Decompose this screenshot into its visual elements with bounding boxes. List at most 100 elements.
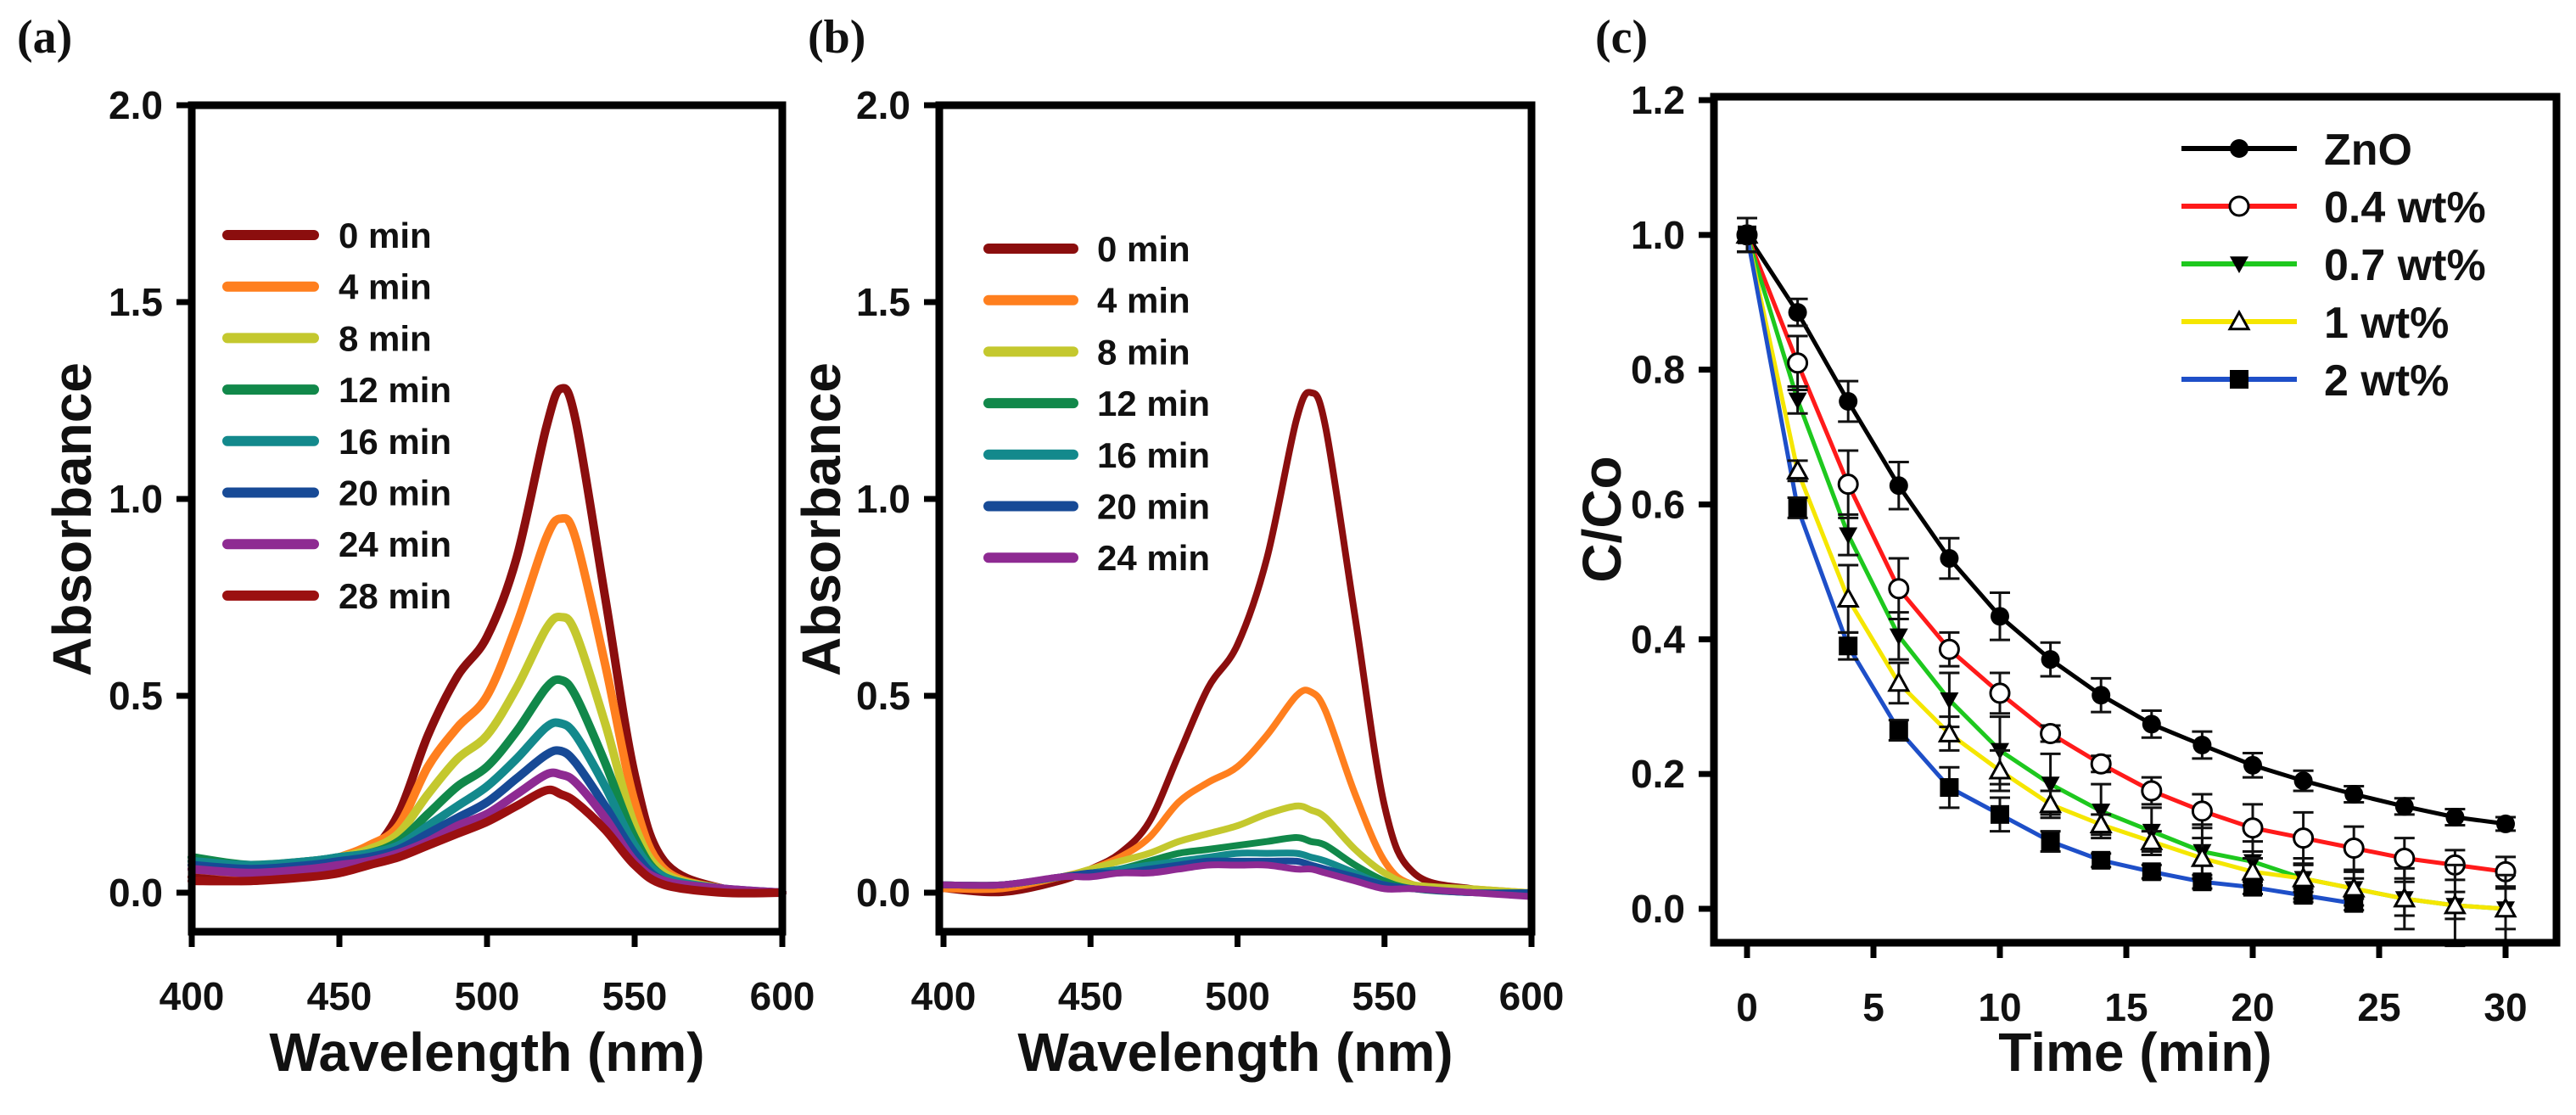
filled-square-marker xyxy=(2092,850,2111,870)
y-tick-label: 0.0 xyxy=(109,871,163,915)
open-circle-marker xyxy=(2141,780,2163,802)
legend-item: 1 wt% xyxy=(2181,299,2449,348)
x-tick-label: 600 xyxy=(1499,974,1565,1018)
filled-square-marker xyxy=(1940,778,1959,798)
filled-triangle-down-marker xyxy=(1889,628,1908,646)
series-line-7 xyxy=(188,785,787,898)
open-circle-marker xyxy=(2040,723,2062,745)
filled-square-marker xyxy=(2142,862,2161,882)
legend-item: 2 wt% xyxy=(2181,356,2449,406)
legend-label: 0 min xyxy=(1097,229,1190,269)
filled-square-marker xyxy=(2192,872,2212,892)
series-line-0 xyxy=(1744,233,2506,826)
filled-square-marker xyxy=(1889,720,1908,740)
filled-square-marker xyxy=(2293,886,2313,905)
legend: 0 min 4 min 8 min 12 min 16 min 20 min 24 min 2… xyxy=(222,216,451,616)
legend-item: 0.4 wt% xyxy=(2181,183,2486,233)
open-triangle-up-marker xyxy=(2494,896,2517,918)
filled-circle-marker xyxy=(2496,814,2515,833)
open-circle-marker xyxy=(2343,838,2365,860)
y-tick-label: 1.5 xyxy=(109,280,163,324)
legend: 0 min 4 min 8 min 12 min 16 min 20 min 24 min xyxy=(983,229,1210,578)
open-triangle-up-marker xyxy=(2039,792,2063,814)
legend-label: 16 min xyxy=(1097,435,1210,475)
open-triangle-up-marker xyxy=(1887,670,1911,692)
legend-label: 2 wt% xyxy=(2324,356,2449,406)
plot-frame xyxy=(188,101,787,936)
filled-circle-marker xyxy=(2293,771,2313,791)
filled-triangle-down-marker xyxy=(1940,692,1959,709)
legend-item: 20 min xyxy=(983,487,1210,527)
x-tick-label: 15 xyxy=(2104,985,2148,1029)
plot-frame xyxy=(1710,92,2561,947)
y-tick-label: 1.0 xyxy=(856,477,910,521)
filled-circle-marker xyxy=(2142,714,2161,734)
series-line-1 xyxy=(1744,233,2506,874)
legend-item: 8 min xyxy=(983,332,1190,372)
filled-square-marker xyxy=(2041,832,2060,851)
y-tick-label: 0.6 xyxy=(1631,483,1685,527)
open-circle-marker xyxy=(2394,847,2416,869)
legend-label: 24 min xyxy=(1097,538,1210,578)
filled-circle-marker xyxy=(1788,303,1807,322)
open-triangle-up-marker xyxy=(1786,458,1810,480)
x-tick-label: 20 xyxy=(2231,985,2274,1029)
y-tick-label: 1.2 xyxy=(1631,78,1685,122)
x-tick-label: 550 xyxy=(1352,974,1417,1018)
legend-label: 12 min xyxy=(339,370,451,410)
legend-item: 4 min xyxy=(222,267,432,307)
y-tick-label: 0.0 xyxy=(856,871,910,915)
open-circle-marker xyxy=(2293,827,2315,849)
legend-label: 28 min xyxy=(339,576,451,616)
legend-label: ZnO xyxy=(2324,126,2412,175)
y-tick-label: 0.5 xyxy=(856,674,910,718)
legend-label: 20 min xyxy=(1097,487,1210,527)
filled-square-marker xyxy=(1991,804,2009,824)
y-tick-label: 2.0 xyxy=(856,83,910,127)
filled-triangle-down-marker xyxy=(2230,256,2248,273)
filled-circle-marker xyxy=(2445,807,2465,826)
filled-square-marker xyxy=(1788,498,1807,518)
series-group xyxy=(1735,216,2517,948)
x-tick-label: 5 xyxy=(1862,985,1884,1029)
y-tick-label: 0.2 xyxy=(1631,752,1685,796)
y-tick-label: 0.0 xyxy=(1631,887,1685,931)
y-axis-title: C/Co xyxy=(1571,456,1632,582)
filled-circle-marker xyxy=(2243,755,2262,775)
legend-item: 16 min xyxy=(222,422,451,462)
legend-label: 0.7 wt% xyxy=(2324,241,2486,290)
series-markers-1 xyxy=(1736,216,2517,888)
series-group xyxy=(188,384,787,898)
x-tick-label: 450 xyxy=(307,974,372,1018)
filled-triangle-down-marker xyxy=(1839,527,1858,545)
x-axis-title: Wavelength (nm) xyxy=(269,1022,704,1083)
x-tick-label: 10 xyxy=(1978,985,2021,1029)
open-circle-marker xyxy=(1938,638,1960,660)
legend: ZnO 0.4 wt% 0.7 wt% 1 wt% 2 wt% xyxy=(2181,126,2486,406)
legend-label: 1 wt% xyxy=(2324,299,2449,348)
legend-item: 0 min xyxy=(983,229,1190,269)
open-triangle-up-marker xyxy=(2140,829,2164,850)
y-tick-label: 0.5 xyxy=(109,674,163,718)
open-triangle-up-marker xyxy=(2190,846,2214,867)
legend-label: 20 min xyxy=(339,473,451,513)
open-circle-marker xyxy=(1989,682,2011,704)
open-triangle-up-marker xyxy=(1937,721,1961,742)
series-markers-0 xyxy=(1737,216,2516,833)
legend-item: 28 min xyxy=(222,576,451,616)
panel-label: (a) xyxy=(17,11,72,64)
y-tick-label: 0.8 xyxy=(1631,348,1685,392)
x-tick-label: 550 xyxy=(602,974,668,1018)
filled-triangle-down-marker xyxy=(2092,804,2111,821)
filled-square-marker xyxy=(2230,370,2248,389)
legend-label: 12 min xyxy=(1097,384,1210,423)
legend-label: 4 min xyxy=(1097,281,1190,321)
open-triangle-up-marker xyxy=(2393,886,2416,908)
x-tick-label: 500 xyxy=(455,974,520,1018)
filled-circle-marker xyxy=(2192,736,2212,755)
x-tick-label: 500 xyxy=(1205,974,1270,1018)
open-circle-marker xyxy=(2090,753,2112,775)
y-tick-label: 1.0 xyxy=(1631,213,1685,257)
x-axis-title: Time (min) xyxy=(1998,1022,2271,1083)
